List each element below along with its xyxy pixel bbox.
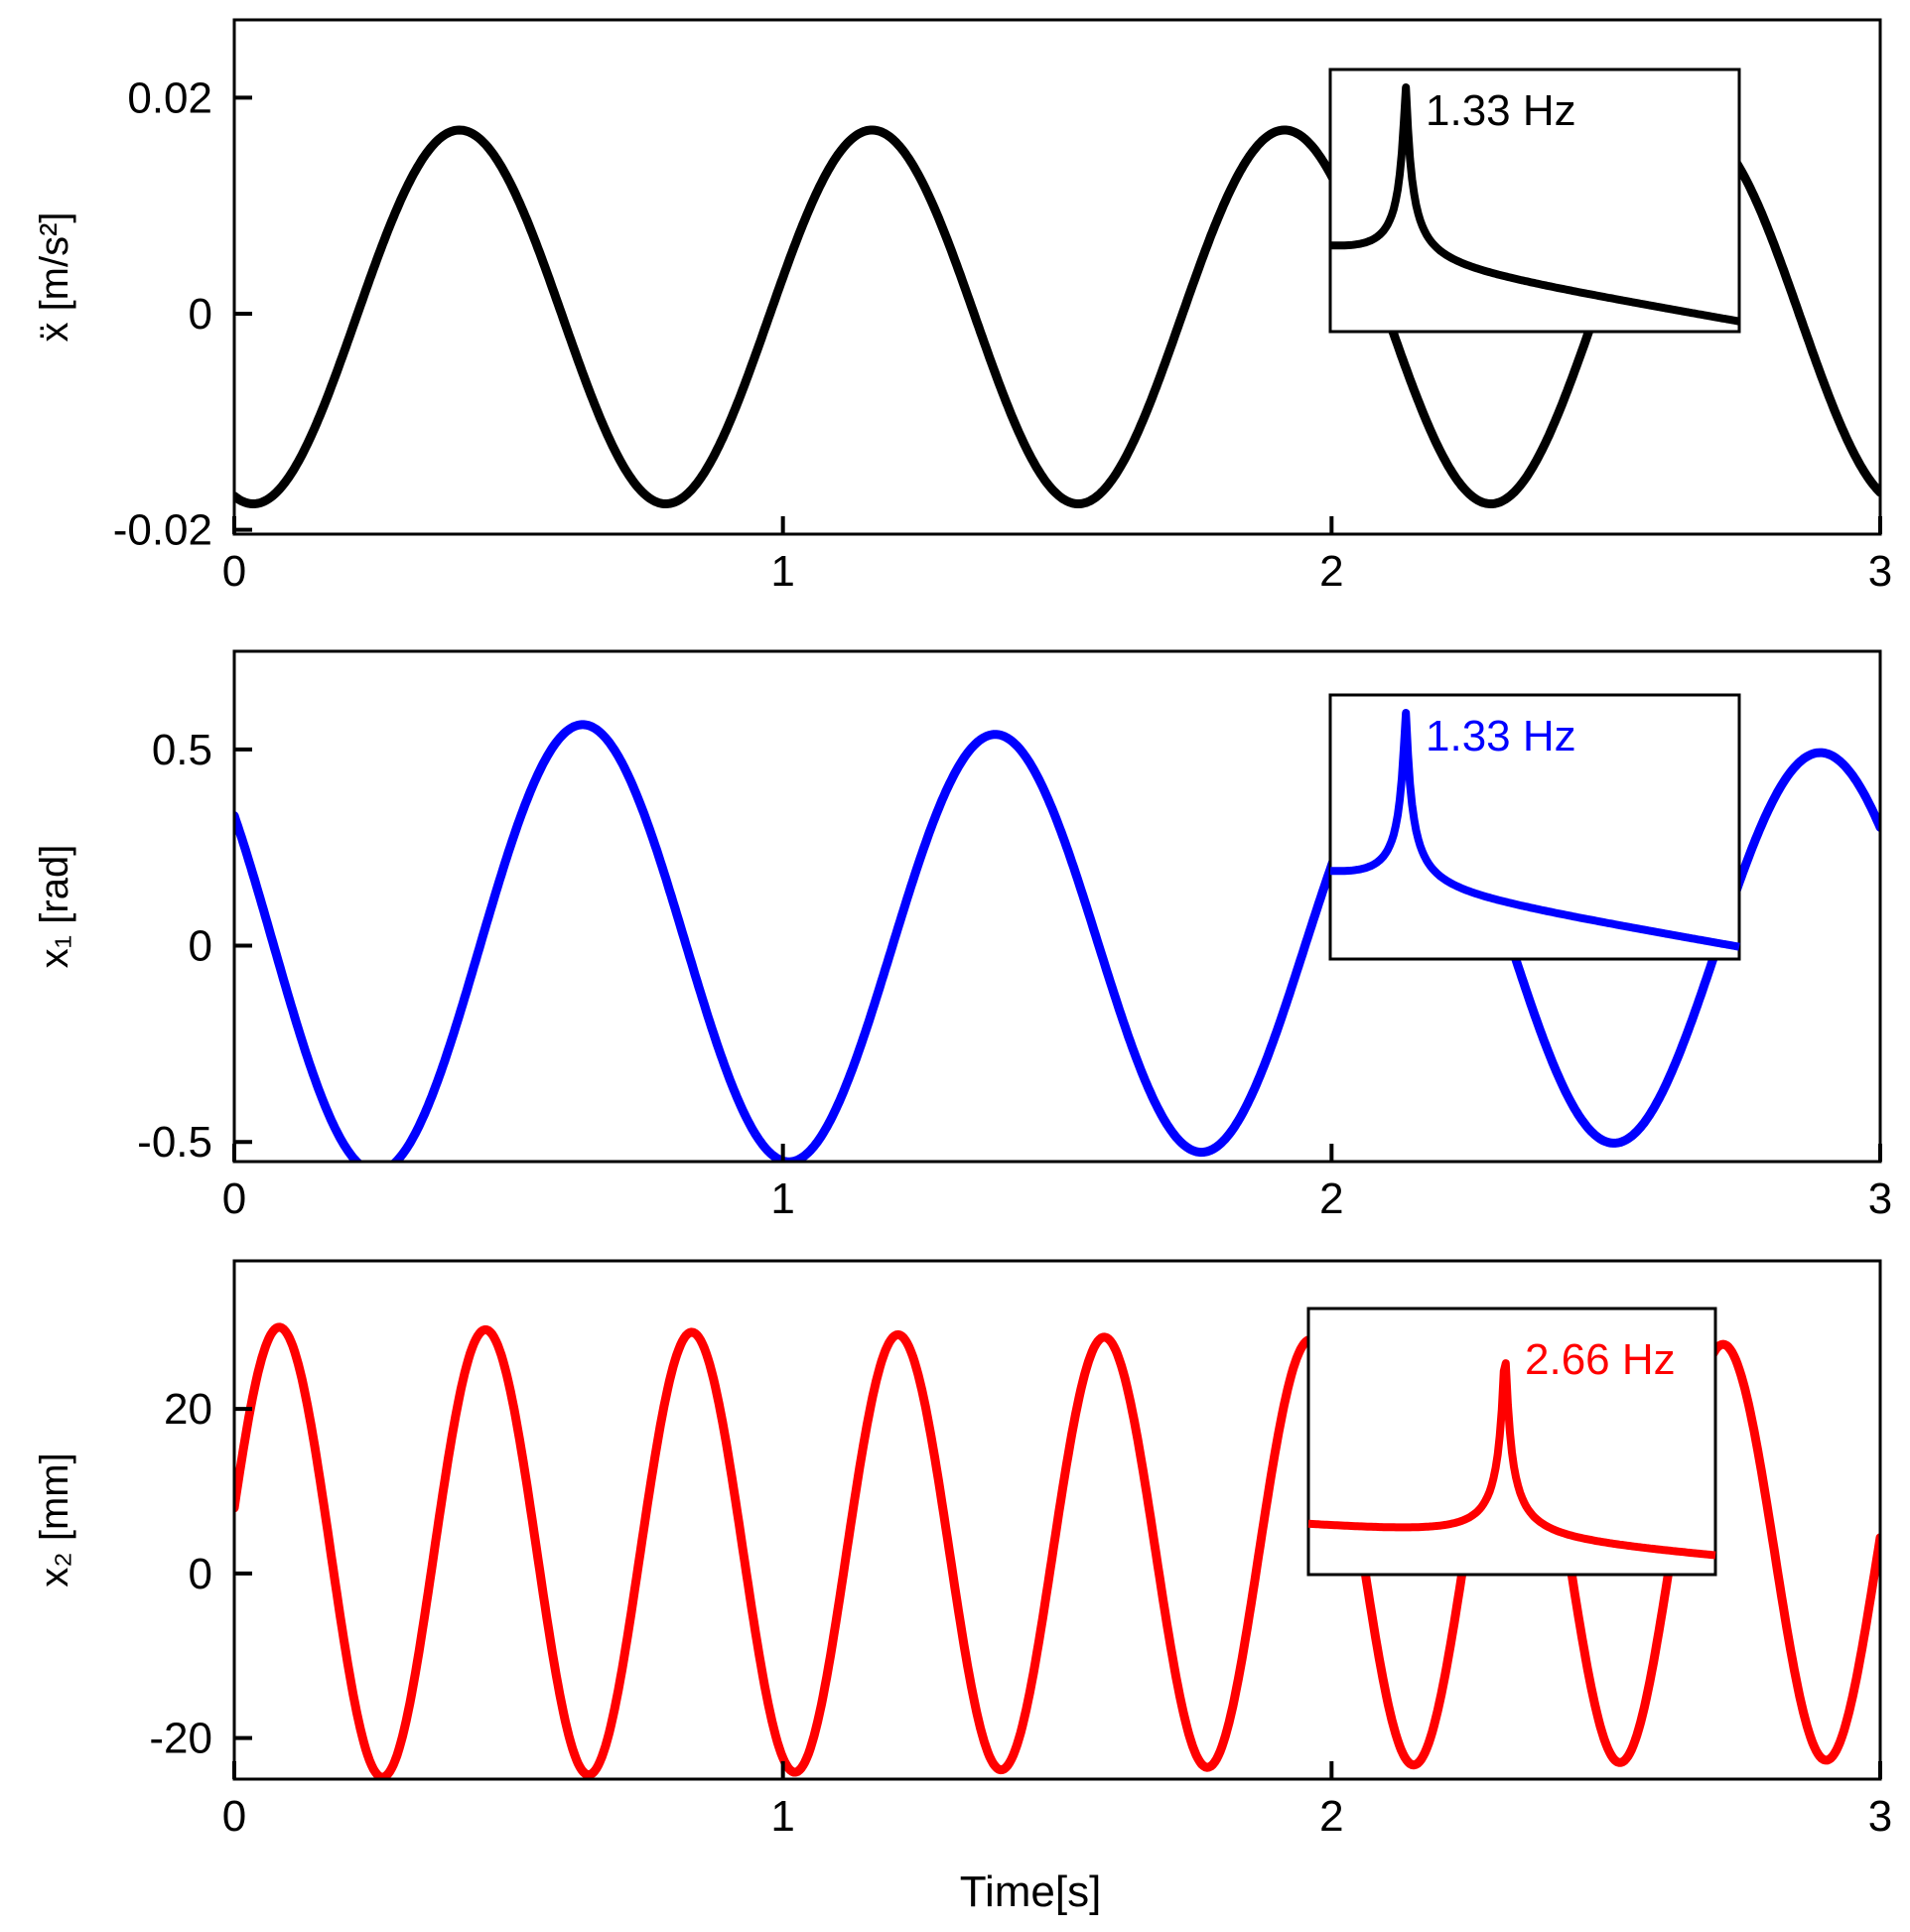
acceleration-y-tick-label: 0 xyxy=(189,290,212,339)
acceleration-x-tick-label: 1 xyxy=(770,547,794,596)
x1-y-tick-label: 0 xyxy=(189,922,212,971)
acceleration-inset: 1.33 Hz xyxy=(1328,68,1741,334)
x1-curve-layer xyxy=(234,720,1880,1162)
x2-spectrum-line xyxy=(1306,1359,1717,1560)
x-axis-label: Time[s] xyxy=(960,1867,1102,1916)
acceleration-x-tick-label: 3 xyxy=(1868,547,1892,596)
x2-y-tick-label: -20 xyxy=(149,1715,212,1763)
x1-x-tick-label: 1 xyxy=(770,1174,794,1223)
acceleration-x-tick-label: 0 xyxy=(222,547,246,596)
x1-spectrum-line xyxy=(1328,709,1741,951)
x2-x-tick-label: 2 xyxy=(1319,1792,1343,1841)
x2-y-tick-label: 20 xyxy=(164,1385,212,1434)
x1-y-tick-label: 0.5 xyxy=(152,726,212,774)
acceleration-axes-frame xyxy=(232,18,1882,536)
x1-x-tick-label: 2 xyxy=(1319,1174,1343,1223)
acceleration-y-tick-label: -0.02 xyxy=(113,506,212,555)
acceleration-spectrum-line xyxy=(1328,83,1741,326)
x1-axes-frame xyxy=(232,649,1882,1164)
x2-series-line xyxy=(234,1322,1880,1779)
x1-panel: 1.33 Hz 0 1 2 3-0.500.5 x₁ [rad] xyxy=(33,649,1892,1223)
x2-y-axis-label: x₂ [mm] xyxy=(33,1452,76,1587)
acceleration-y-tick-label: 0.02 xyxy=(127,73,212,122)
x1-y-tick-label: -0.5 xyxy=(137,1118,212,1167)
x1-inset: 1.33 Hz xyxy=(1328,693,1741,961)
x1-series-line xyxy=(234,720,1880,1162)
acceleration-y-axis-label: ẍ [m/s²] xyxy=(33,211,76,342)
x2-axes-frame xyxy=(232,1259,1882,1781)
x2-inset: 2.66 Hz xyxy=(1306,1307,1717,1577)
acceleration-peak-label: 1.33 Hz xyxy=(1426,86,1576,135)
x2-x-tick-label: 0 xyxy=(222,1792,246,1841)
x2-peak-label: 2.66 Hz xyxy=(1525,1335,1676,1384)
x1-peak-label: 1.33 Hz xyxy=(1426,712,1576,760)
x1-ticks: 0 1 2 3-0.500.5 xyxy=(137,726,1892,1223)
x1-y-axis-label: x₁ [rad] xyxy=(33,845,76,969)
x2-x-tick-label: 3 xyxy=(1868,1792,1892,1841)
acceleration-x-tick-label: 2 xyxy=(1319,547,1343,596)
x2-curve-layer xyxy=(234,1322,1880,1779)
x1-x-tick-label: 0 xyxy=(222,1174,246,1223)
x2-x-tick-label: 1 xyxy=(770,1792,794,1841)
x1-x-tick-label: 3 xyxy=(1868,1174,1892,1223)
x2-y-tick-label: 0 xyxy=(189,1550,212,1598)
